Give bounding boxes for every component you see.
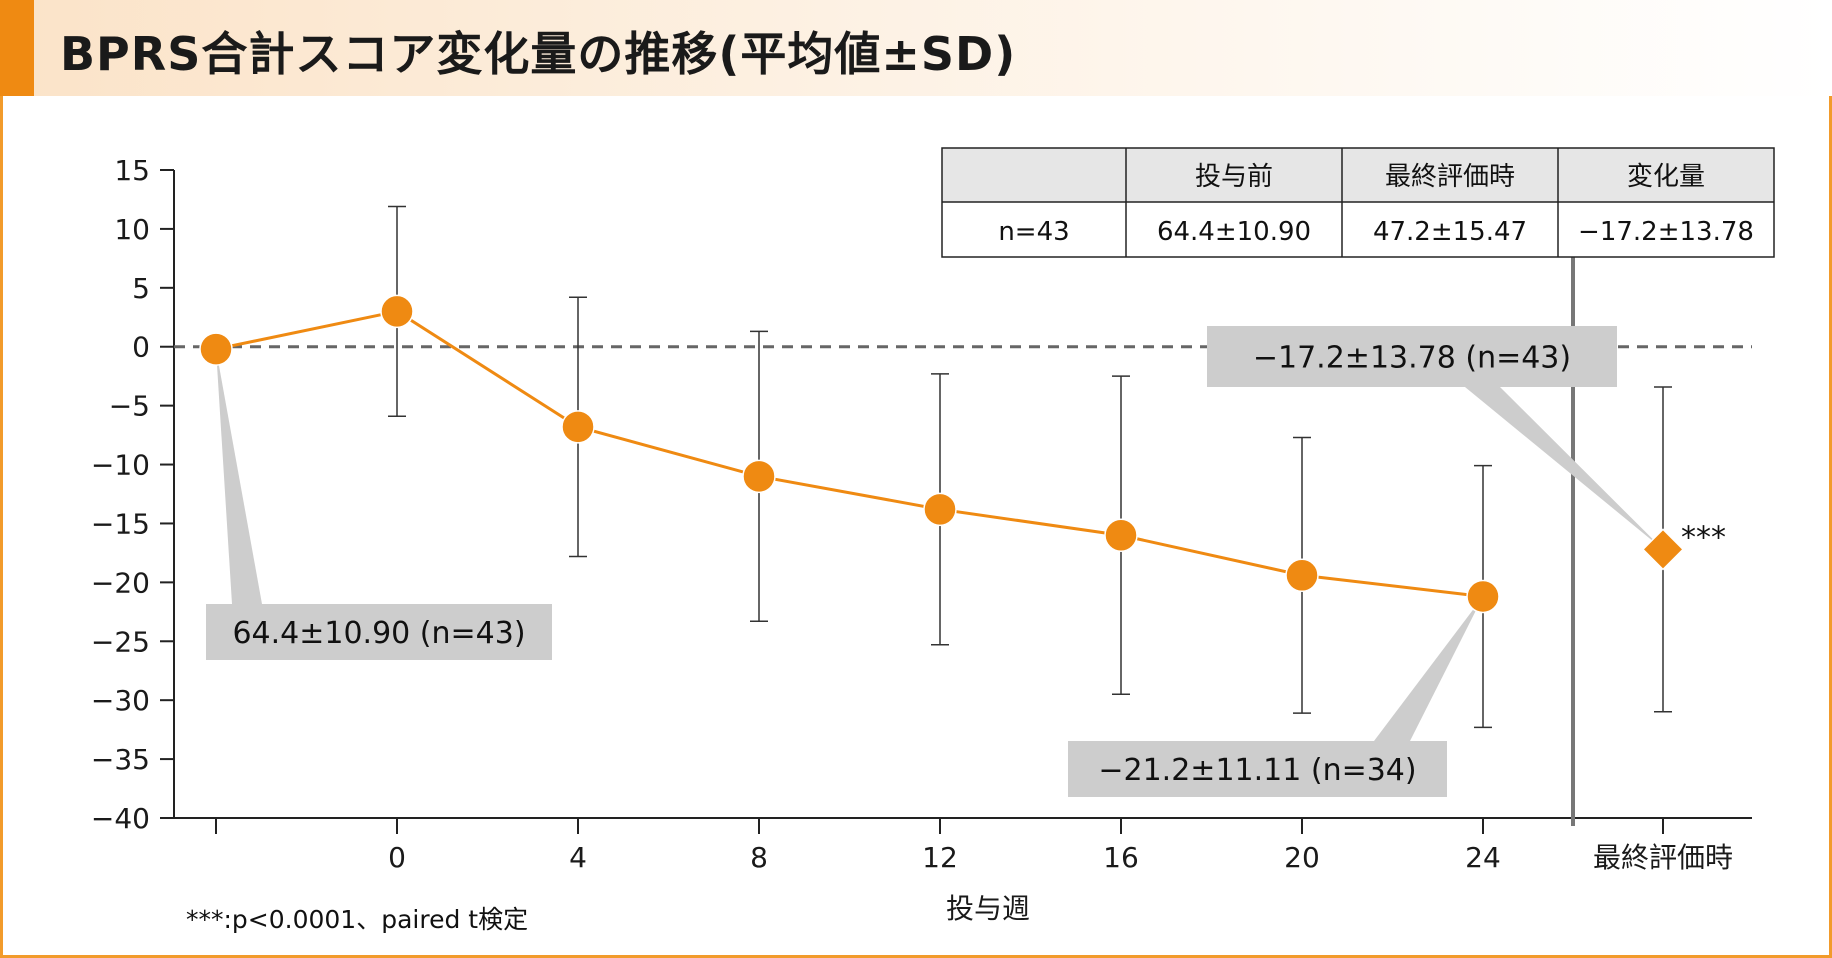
callout-box [206, 604, 552, 660]
table-cell: −17.2±13.78 [1578, 217, 1754, 247]
axes: 15 10 5 0 −5 −10 −15 −20 −25 −30 −35 −40 0 4 8 12 16 20 24… [91, 154, 1752, 874]
data-series: *** [199, 294, 1726, 614]
summary-table: n=43 投与前 64.4±10.90 最終評価時 47.2±15.47 変化量 −17.2… [941, 147, 1775, 258]
y-tick-label: −25 [91, 625, 150, 658]
data-point [561, 410, 595, 444]
y-tick-label: 10 [114, 213, 150, 246]
callout-pointer [216, 349, 262, 604]
callout-label: −17.2±13.78 (n=43) [1253, 341, 1571, 376]
callout-box [1068, 741, 1447, 797]
title-accent-bar [0, 0, 34, 96]
series-line [215, 309, 1484, 598]
data-point [1466, 579, 1500, 614]
y-tick-label: −10 [91, 449, 150, 482]
error-bars [388, 205, 1672, 729]
callout-label: −21.2±11.11 (n=34) [1098, 753, 1416, 788]
y-tick-label: −30 [91, 684, 150, 717]
y-tick-label: 15 [114, 154, 150, 187]
data-point [1104, 518, 1138, 552]
data-point-diamond [1641, 528, 1685, 571]
table-cell: 47.2±15.47 [1373, 217, 1527, 247]
callout-pointer [1374, 596, 1483, 741]
y-tick-label: −20 [91, 566, 150, 599]
table-cell: n=43 [998, 217, 1069, 247]
x-tick-label: 8 [750, 841, 768, 874]
y-tick-label: 0 [132, 331, 150, 364]
table-body-bg [942, 202, 1774, 257]
callouts: 64.4±10.90 (n=43) −21.2±11.11 (n=34) −17.2… [206, 326, 1663, 797]
x-tick-label: 4 [569, 841, 587, 874]
callout-label: 64.4±10.90 (n=43) [232, 616, 525, 651]
y-tick-label: 5 [132, 272, 150, 305]
footnote: ***:p<0.0001、paired t検定 [186, 905, 528, 934]
x-tick-label: 12 [922, 841, 958, 874]
callout-pointer [1465, 387, 1663, 550]
significance-marker: *** [1681, 520, 1726, 555]
y-tick-label: −40 [91, 802, 150, 835]
x-tick-label: 24 [1465, 841, 1501, 874]
y-tick-label: −35 [91, 743, 150, 776]
table-header-cell: 投与前 [1195, 162, 1273, 192]
table-header-bg [942, 148, 1774, 202]
callout-box [1207, 326, 1617, 387]
table-header-cell: 最終評価時 [1385, 162, 1515, 192]
y-tick-label: −5 [109, 390, 150, 423]
data-point [1285, 558, 1319, 593]
data-point [380, 294, 414, 329]
x-tick-label: 20 [1284, 841, 1320, 874]
x-tick-label: 16 [1103, 841, 1139, 874]
y-tick-label: −15 [91, 507, 150, 540]
data-point [923, 492, 957, 527]
data-point [199, 332, 233, 366]
x-tick-label: 最終評価時 [1593, 841, 1733, 874]
table-cell: 64.4±10.90 [1157, 217, 1311, 247]
chart-title: BPRS合計スコア変化量の推移(平均値±SD) [60, 27, 1017, 81]
x-axis-label: 投与週 [946, 892, 1030, 925]
x-tick-label: 0 [388, 841, 406, 874]
table-header-cell: 変化量 [1627, 162, 1705, 192]
title-bar: BPRS合計スコア変化量の推移(平均値±SD) [0, 0, 1832, 96]
data-point [742, 459, 776, 494]
